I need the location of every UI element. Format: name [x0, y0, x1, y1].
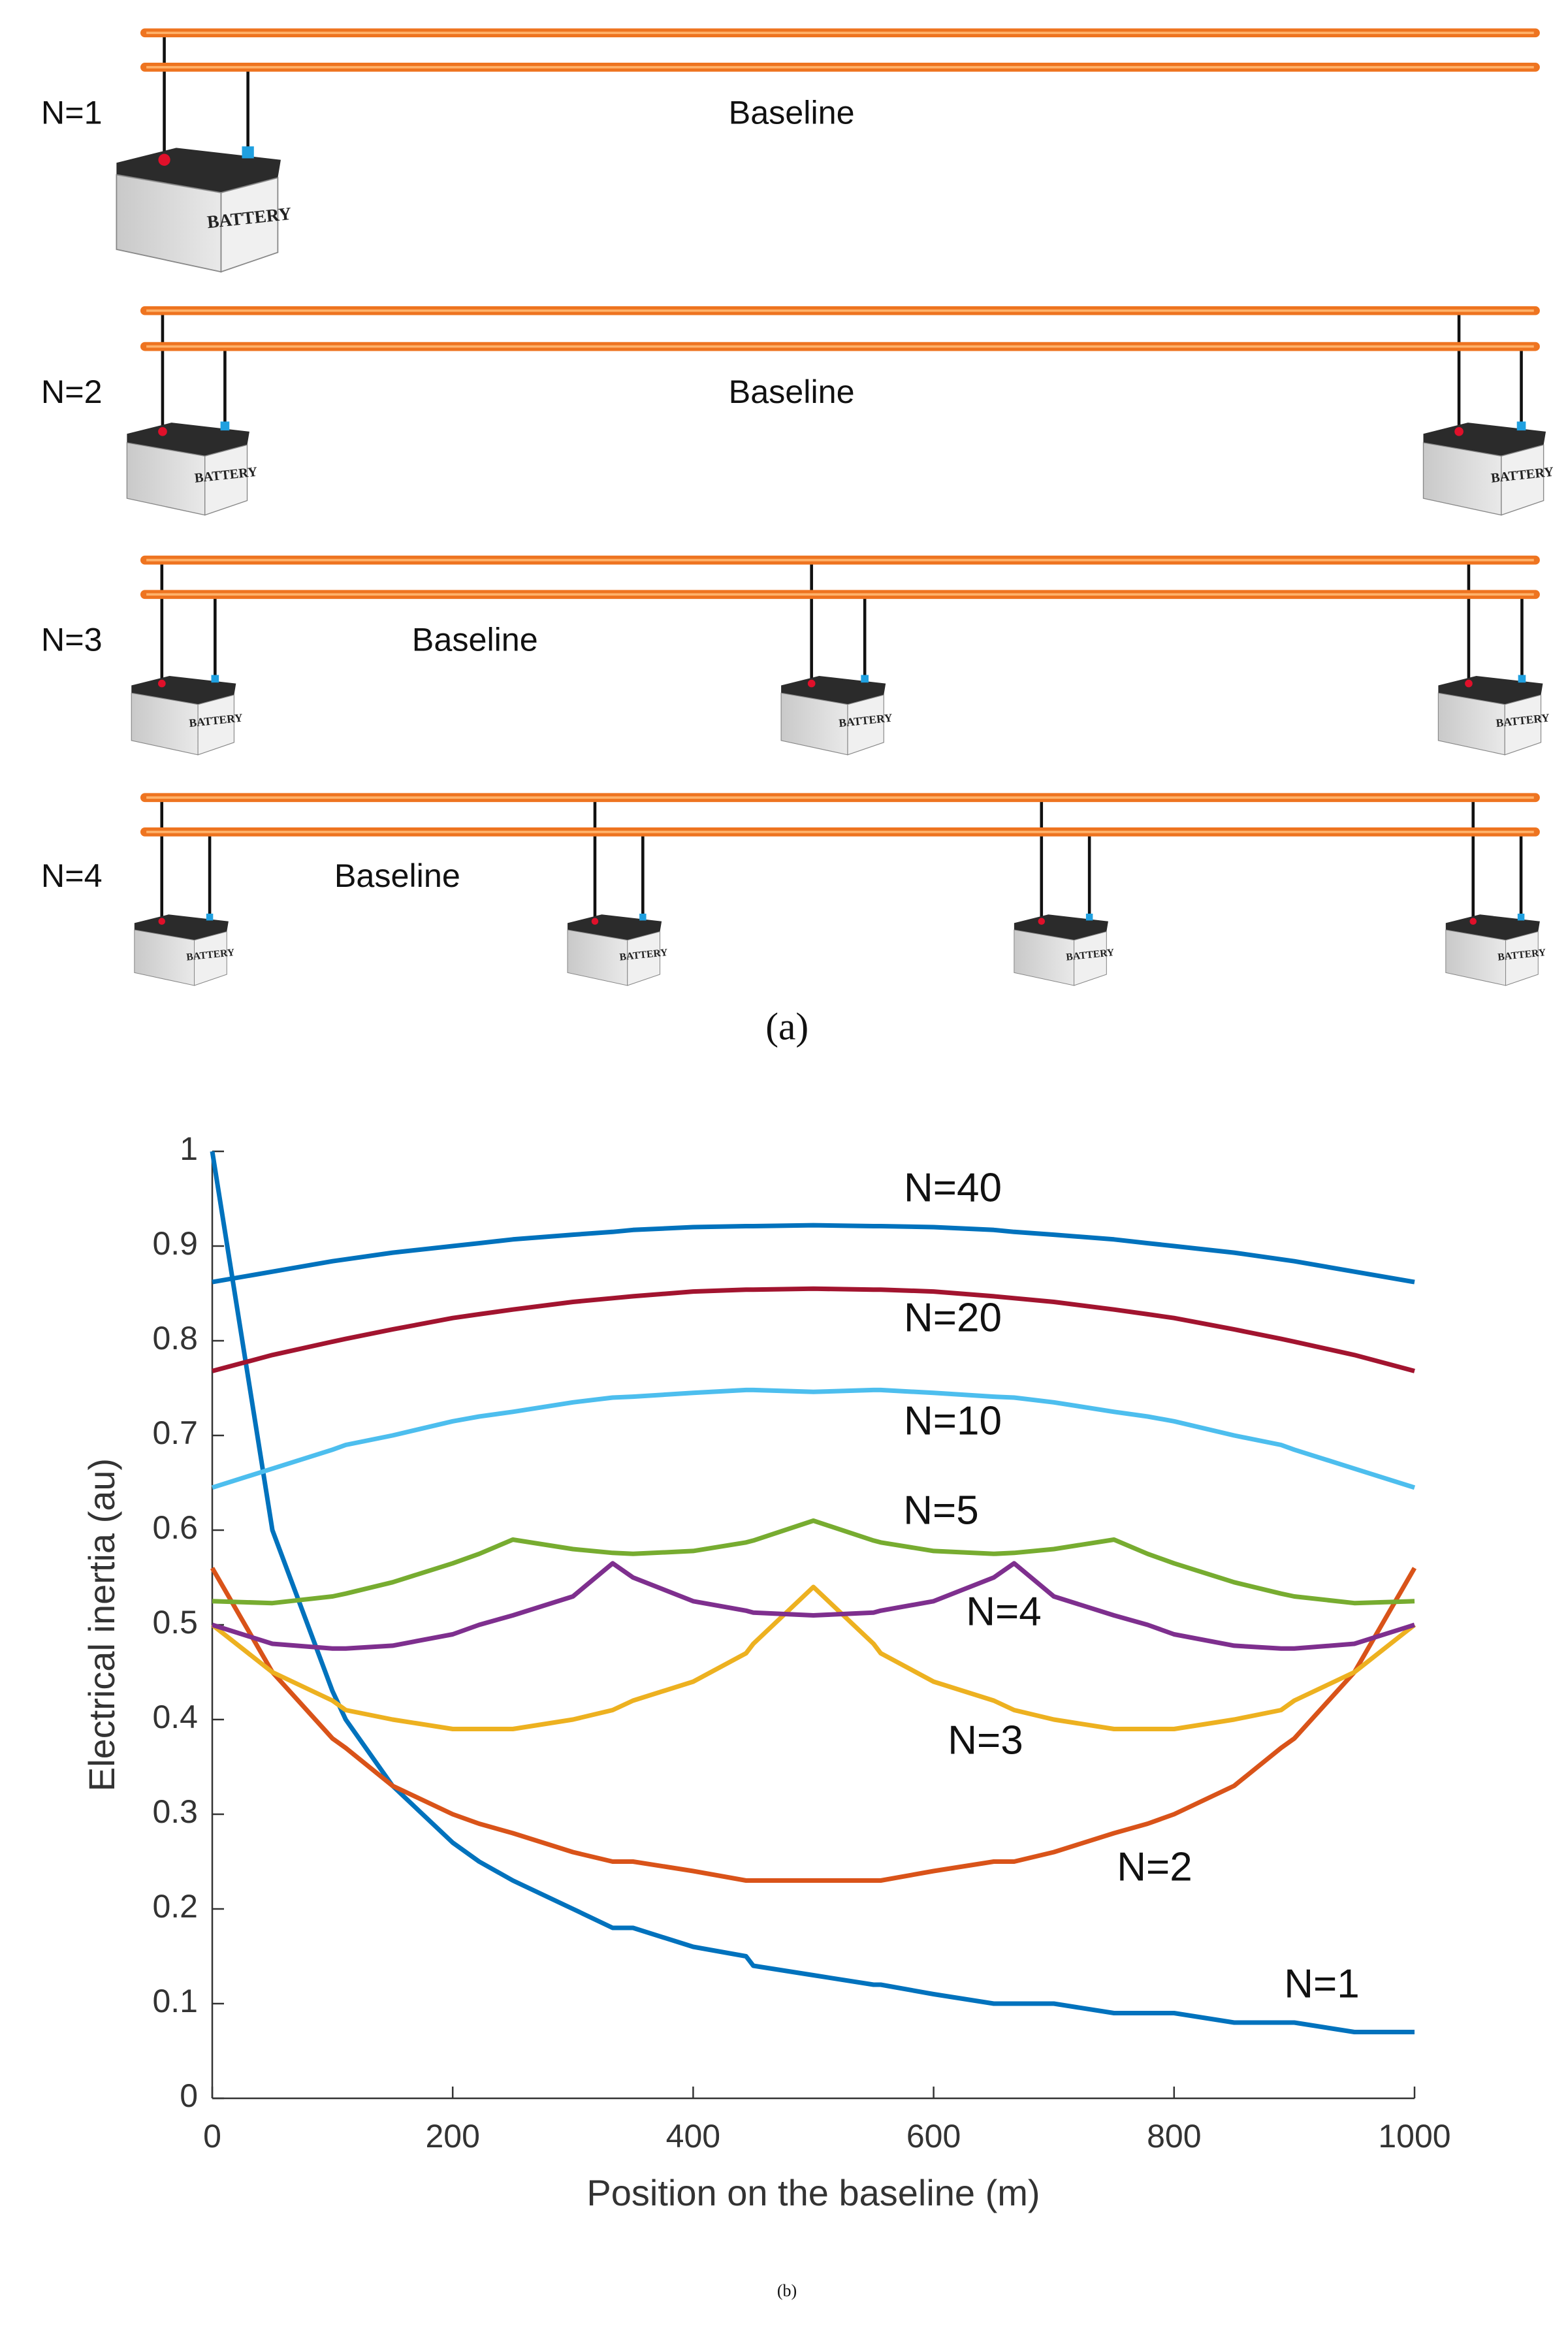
- terminal-negative: [861, 675, 869, 683]
- caption: (a): [765, 1005, 808, 1048]
- terminal-negative: [1085, 913, 1093, 921]
- caption: (b): [777, 2281, 797, 2300]
- series-line: [212, 1518, 1415, 1606]
- terminal-negative: [206, 913, 214, 921]
- series-line: [212, 1223, 1415, 1285]
- baseline-label: Baseline: [729, 93, 855, 131]
- y-tick-label: 0.5: [152, 1604, 198, 1641]
- y-axis-label: Electrical inertia (au): [81, 1458, 122, 1791]
- y-tick-label: 0.6: [152, 1509, 198, 1546]
- terminal-negative: [1518, 675, 1526, 683]
- battery-side: [1505, 931, 1539, 986]
- x-tick-label: 0: [203, 2118, 221, 2154]
- battery-side: [204, 444, 248, 516]
- x-tick-label: 400: [666, 2118, 720, 2154]
- battery-side: [1501, 444, 1544, 516]
- terminal-negative: [220, 421, 230, 431]
- x-axis-label: Position on the baseline (m): [586, 2172, 1040, 2213]
- terminal-positive: [158, 426, 167, 436]
- series-label: N=5: [903, 1488, 978, 1533]
- series-label: N=4: [966, 1589, 1041, 1634]
- series-line: [211, 1561, 1416, 1651]
- terminal-positive: [158, 918, 165, 925]
- y-tick-label: 0.9: [152, 1225, 198, 1262]
- battery-side: [193, 931, 227, 986]
- y-tick-label: 0.7: [152, 1415, 198, 1451]
- series-label: N=10: [904, 1398, 1002, 1443]
- row-label: N=3: [41, 621, 103, 658]
- series-label: N=20: [904, 1295, 1002, 1340]
- series-line: [210, 1151, 1415, 2034]
- terminal-negative: [1517, 913, 1525, 921]
- chart: 0 0.1 0.2 0.3 0.4 0.5 0.6 0.7 0.8 0.9 1 0 200 400 600 8…: [81, 1130, 1451, 2300]
- terminal-negative: [639, 913, 647, 921]
- battery: BATTERY: [780, 675, 893, 756]
- battery-side: [1504, 694, 1542, 756]
- row-label: N=4: [41, 857, 103, 894]
- series-label: N=40: [904, 1165, 1002, 1210]
- series-label: N=2: [1117, 1844, 1192, 1889]
- battery-side: [1074, 931, 1107, 986]
- terminal-negative: [242, 146, 254, 159]
- battery-side: [847, 694, 884, 756]
- diagram: BATTERY N=1 Baseline BATTERY BATTERY N=2 Basel…: [41, 28, 1555, 1048]
- series-label: N=1: [1284, 1961, 1359, 2006]
- y-tick-label: 0.1: [152, 1983, 198, 2019]
- y-tick-label: 0.2: [152, 1888, 198, 1925]
- x-tick-label: 800: [1147, 2118, 1201, 2154]
- battery-side: [220, 176, 279, 273]
- battery: BATTERY: [134, 913, 236, 986]
- terminal-positive: [158, 153, 170, 166]
- series-line: [212, 1286, 1415, 1373]
- terminal-positive: [1454, 426, 1464, 436]
- terminal-positive: [1038, 918, 1046, 925]
- battery: BATTERY: [1445, 913, 1547, 986]
- y-tick-label: 1: [180, 1130, 198, 1167]
- y-tick-label: 0.3: [152, 1793, 198, 1830]
- battery-side: [627, 931, 661, 986]
- series-line: [210, 1567, 1417, 1883]
- terminal-positive: [1465, 679, 1473, 688]
- battery: BATTERY: [567, 913, 669, 986]
- battery: BATTERY: [1014, 913, 1115, 986]
- battery: BATTERY: [1437, 675, 1550, 756]
- terminal-positive: [1469, 918, 1477, 925]
- y-tick-label: 0.8: [152, 1320, 198, 1356]
- battery: BATTERY: [126, 421, 258, 516]
- y-tick-label: 0: [180, 2077, 198, 2114]
- battery: BATTERY: [131, 675, 244, 756]
- row-label: N=1: [41, 93, 103, 131]
- series-label: N=3: [948, 1718, 1023, 1763]
- series-line: [210, 1584, 1416, 1731]
- row-label: N=2: [41, 373, 103, 410]
- terminal-negative: [1516, 421, 1526, 431]
- baseline-label: Baseline: [412, 621, 538, 658]
- terminal-positive: [807, 679, 816, 688]
- series-line: [211, 1387, 1416, 1490]
- baseline-label: Baseline: [334, 857, 460, 894]
- y-tick-label: 0.4: [152, 1699, 198, 1735]
- x-tick-label: 200: [425, 2118, 479, 2154]
- terminal-positive: [158, 679, 166, 688]
- x-tick-label: 1000: [1378, 2118, 1450, 2154]
- terminal-positive: [591, 918, 599, 925]
- battery: BATTERY: [1422, 421, 1555, 516]
- battery-side: [197, 694, 235, 756]
- baseline-label: Baseline: [729, 373, 855, 410]
- battery: BATTERY: [116, 146, 293, 273]
- x-tick-label: 600: [906, 2118, 961, 2154]
- terminal-negative: [211, 675, 219, 683]
